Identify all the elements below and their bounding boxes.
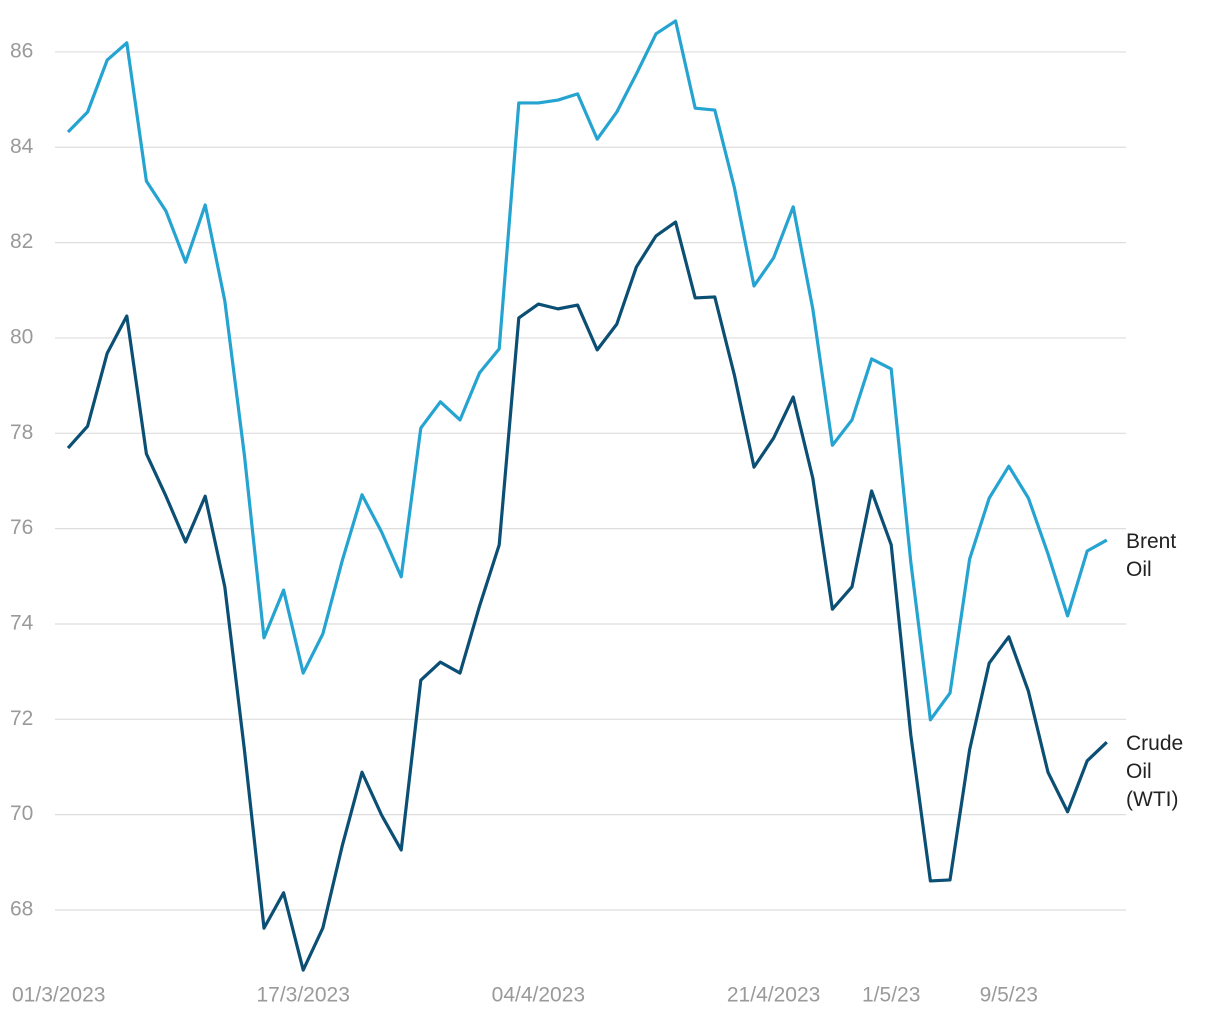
x-tick-label: 9/5/23 [980, 984, 1038, 1007]
legend-label: Crude Oil (WTI) [1126, 732, 1184, 812]
x-tick-label: 1/5/23 [862, 984, 920, 1007]
y-tick-label: 72 [10, 707, 33, 730]
y-tick-label: 76 [10, 516, 33, 539]
y-tick-label: 86 [10, 39, 33, 62]
x-tick-label: 04/4/2023 [492, 984, 585, 1007]
y-tick-label: 74 [10, 612, 34, 635]
y-tick-label: 84 [10, 135, 34, 158]
x-tick-label: 21/4/2023 [727, 984, 820, 1007]
y-tick-label: 82 [10, 230, 33, 253]
x-tick-label: 17/3/2023 [256, 984, 349, 1007]
line-series [66, 220, 1108, 972]
y-tick-label: 70 [10, 802, 33, 825]
legend-label: Brent Oil [1126, 530, 1177, 582]
y-tick-label: 80 [10, 326, 33, 349]
y-tick-label: 78 [10, 421, 33, 444]
x-tick-label: 01/3/2023 [12, 984, 105, 1007]
y-tick-label: 68 [10, 898, 33, 921]
line-series [66, 19, 1108, 722]
